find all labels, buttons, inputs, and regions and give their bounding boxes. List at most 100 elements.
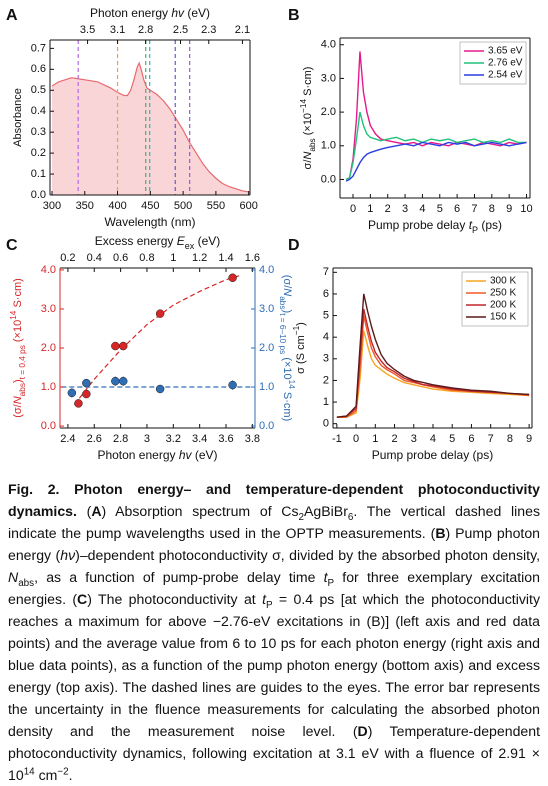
- x-tick-label: 4: [430, 433, 436, 445]
- series-line: [345, 111, 527, 181]
- y-tick-label: 0.5: [31, 84, 46, 96]
- data-point: [155, 384, 165, 394]
- caption-text: P: [327, 577, 335, 589]
- x-tick-label: 7: [471, 203, 477, 215]
- y-tick-label: 7: [323, 266, 329, 278]
- caption-text: C: [77, 591, 88, 607]
- y-axis-label-part: ): [12, 379, 24, 383]
- y2-tick-label: 4.0: [259, 264, 274, 276]
- caption-text: AgBiBr: [304, 503, 348, 519]
- x2-axis-label-part: E: [177, 234, 186, 248]
- x-tick-label: 350: [76, 200, 94, 212]
- data-point: [111, 341, 120, 351]
- absorbance-area: [51, 63, 249, 195]
- caption-text: t: [262, 591, 266, 607]
- x-tick-label: 6: [454, 203, 460, 215]
- caption-text: for three exemplary excitation energies.…: [8, 569, 540, 607]
- caption-text: )–dependent photoconductivity σ, divided…: [75, 547, 540, 563]
- x-tick-label: 600: [240, 200, 258, 212]
- x2-axis-label-part: (eV): [184, 6, 210, 20]
- y2-axis-label: (σ/Nabs)t = 6–10 ps (×1014 S·cm): [278, 275, 296, 421]
- y-tick-label: 5: [323, 309, 329, 321]
- y-axis-label: σ/Nabs (×10−14 S·cm): [299, 67, 317, 170]
- series-line: [336, 293, 530, 418]
- caption-text: 14: [23, 766, 35, 778]
- legend-label: 2.76 eV: [488, 58, 523, 69]
- y-axis-label-part: 14: [9, 310, 18, 320]
- x2-tick-label: 1.4: [218, 252, 233, 264]
- caption-text: = 0.4 ps [at which the photoconductivity…: [8, 591, 540, 739]
- x-axis-label: Wavelength (nm): [105, 215, 196, 229]
- legend-label: 200 K: [490, 300, 516, 311]
- x2-axis-label-part: hv: [171, 6, 185, 20]
- series-line: [336, 308, 530, 418]
- caption-text: N: [8, 569, 19, 585]
- panel-label: D: [288, 237, 300, 254]
- y-tick-label: 0.1: [31, 168, 46, 180]
- y-axis-label-part: t = 0.4 ps: [18, 345, 27, 379]
- x-tick-label: 3.6: [218, 433, 233, 445]
- y-axis-label: Absorbance: [12, 88, 24, 147]
- y-axis-label-part: −14: [299, 99, 308, 113]
- x-tick-label: 10: [520, 203, 532, 215]
- x-tick-label: 500: [174, 200, 192, 212]
- legend-label: 150 K: [490, 312, 516, 323]
- x-axis-label-part: (ps): [478, 218, 502, 232]
- x2-axis-label: Excess energy Eex (eV): [95, 234, 221, 251]
- y2-axis-label-part: ): [281, 310, 293, 314]
- data-point: [155, 309, 165, 318]
- x-axis-label-part: (eV): [192, 448, 218, 462]
- panel-label: C: [6, 237, 18, 254]
- x-tick-label: 550: [207, 200, 225, 212]
- y2-axis-label-part: (σ/: [281, 275, 293, 289]
- x2-axis-label-part: Excess energy: [95, 234, 177, 248]
- x-tick-label: 7: [488, 433, 494, 445]
- y2-axis-label-part: N: [281, 288, 293, 296]
- caption-text: abs: [18, 577, 35, 589]
- x-tick-label: 5: [437, 203, 443, 215]
- x-axis-label-part: t: [469, 218, 473, 232]
- caption-text: P: [265, 599, 273, 611]
- x-tick-label: 2: [385, 203, 391, 215]
- y-tick-label: 2: [323, 374, 329, 386]
- x2-axis-label: Photon energy hv (eV): [90, 6, 210, 20]
- x2-tick-label: 2.1: [235, 24, 250, 36]
- panel-label: A: [6, 7, 18, 24]
- x-tick-label: 3: [411, 433, 417, 445]
- y-tick-label: 4.0: [321, 39, 336, 51]
- x-tick-label: 450: [141, 200, 159, 212]
- x-tick-label: 9: [506, 203, 512, 215]
- x2-tick-label: 3.1: [110, 24, 125, 36]
- y-tick-label: 6: [323, 288, 329, 300]
- series-line: [345, 141, 527, 182]
- y-axis-label-part: abs: [308, 138, 317, 151]
- y-tick-label: 4.0: [41, 264, 56, 276]
- y2-axis-label-part: (×10: [281, 354, 293, 379]
- x2-tick-label: 2.5: [173, 24, 188, 36]
- x-tick-label: 0: [353, 433, 359, 445]
- x-tick-label: 8: [507, 433, 513, 445]
- caption-text: ) Temperature-dependent photoconductivit…: [8, 723, 540, 783]
- caption-text: t: [323, 569, 328, 585]
- series-line: [336, 330, 530, 418]
- y-tick-label: 0.0: [321, 173, 336, 185]
- x-tick-label: 1: [372, 433, 378, 445]
- x-axis-label: Photon energy hv (eV): [97, 448, 217, 462]
- y-axis-label-part: σ (S cm: [295, 335, 307, 374]
- x-tick-label: 0: [350, 203, 356, 215]
- y-tick-label: 0.0: [31, 189, 46, 201]
- x2-tick-label: 1.6: [245, 252, 260, 264]
- y-tick-label: 0.4: [31, 105, 46, 117]
- x-tick-label: 2.4: [60, 433, 75, 445]
- x2-axis-label-part: (eV): [194, 234, 220, 248]
- y-axis-label-part: (×10: [12, 320, 24, 345]
- x2-tick-label: 3.5: [80, 24, 95, 36]
- x-tick-label: 300: [43, 200, 61, 212]
- caption-text: , as a function of pump-probe delay time: [34, 569, 324, 585]
- y-axis-label-part: S·cm): [302, 67, 314, 99]
- y-axis-label-part: ): [295, 322, 307, 326]
- caption-text: ) Absorption spectrum of Cs: [101, 503, 299, 519]
- x2-tick-label: 0.6: [113, 252, 128, 264]
- y2-axis-label-part: 14: [287, 380, 296, 390]
